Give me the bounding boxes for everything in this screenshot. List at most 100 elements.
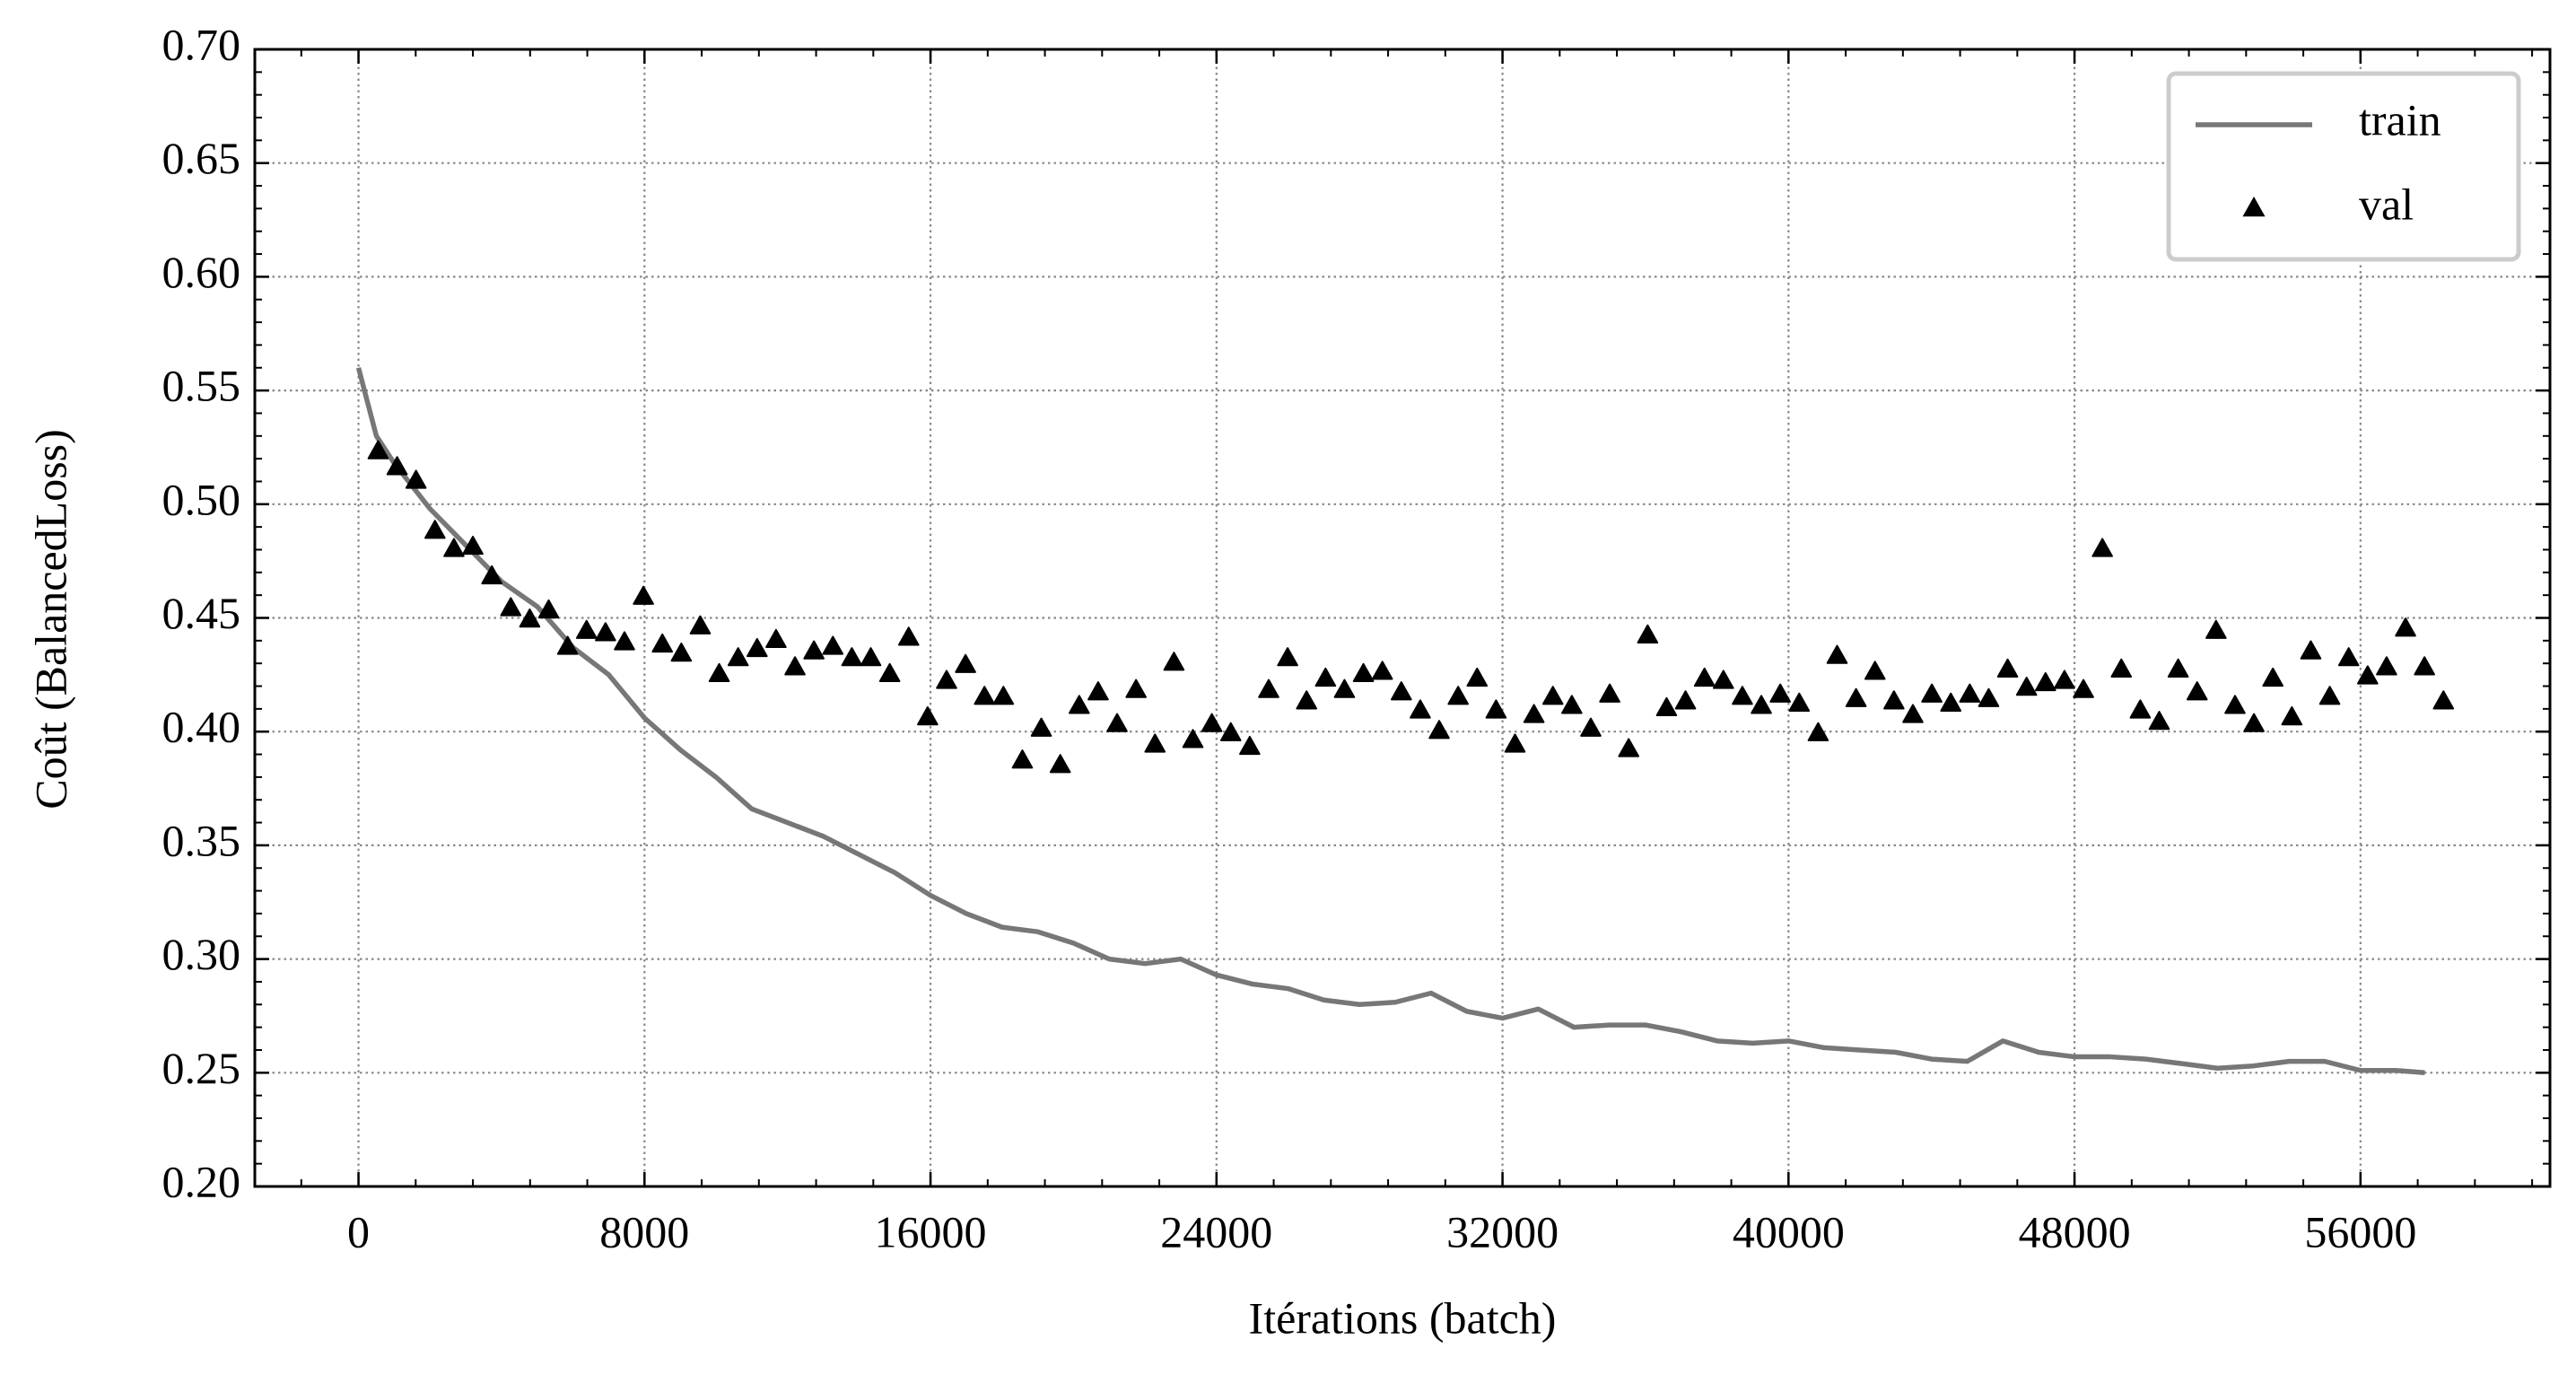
- val-point: [1883, 690, 1905, 710]
- val-point: [481, 565, 502, 585]
- val-point: [1674, 690, 1697, 710]
- val-point: [2224, 695, 2246, 714]
- y-tick-label: 0.55: [162, 361, 241, 411]
- val-point: [955, 653, 976, 673]
- legend-box: [2166, 71, 2521, 262]
- val-point: [519, 608, 541, 628]
- val-point: [1921, 683, 1943, 703]
- val-point: [1144, 733, 1166, 753]
- val-point: [917, 705, 939, 726]
- val-point: [1504, 733, 1526, 753]
- val-point: [936, 670, 957, 689]
- val-point: [2148, 711, 2170, 731]
- val-point: [1826, 644, 1848, 664]
- y-tick-label: 0.60: [162, 247, 241, 297]
- val-point: [1447, 686, 1469, 705]
- val-point: [897, 626, 920, 646]
- val-point: [2186, 681, 2208, 701]
- val-point: [1239, 735, 1261, 756]
- val-point: [595, 622, 616, 642]
- val-point: [537, 599, 560, 619]
- val-point: [2243, 713, 2265, 732]
- val-point: [2205, 619, 2227, 639]
- val-point: [2337, 647, 2360, 667]
- val-point: [1087, 681, 1109, 701]
- x-axis-label: Itérations (batch): [1249, 1292, 1557, 1343]
- y-tick-label: 0.40: [162, 702, 241, 752]
- val-point: [500, 597, 522, 617]
- val-point: [2376, 656, 2397, 676]
- val-point: [1693, 667, 1716, 687]
- x-tick-label: 48000: [2019, 1206, 2131, 1256]
- val-point: [2432, 690, 2455, 710]
- val-point: [1732, 686, 1753, 705]
- val-point: [1580, 717, 1602, 737]
- val-point: [1391, 681, 1412, 701]
- val-point: [1864, 661, 1886, 680]
- val-point: [670, 643, 693, 662]
- val-point: [1030, 717, 1052, 737]
- val-point: [2414, 656, 2435, 676]
- val-point: [689, 615, 712, 635]
- val-point: [2035, 671, 2056, 692]
- legend-label: train: [2359, 94, 2441, 144]
- plot-frame: [253, 48, 2552, 1188]
- val-point: [1371, 661, 1393, 680]
- val-point: [1125, 678, 1147, 698]
- legend-label: val: [2359, 179, 2414, 229]
- val-point: [2167, 658, 2189, 678]
- val-point: [1618, 738, 1640, 757]
- val-point: [1163, 652, 1185, 671]
- val-point: [1959, 683, 1981, 703]
- val-point: [992, 686, 1015, 705]
- x-tick-label: 56000: [2304, 1206, 2416, 1256]
- val-point: [1845, 687, 1867, 707]
- val-point: [1599, 683, 1620, 703]
- x-tick-label: 24000: [1160, 1206, 1272, 1256]
- val-point: [1182, 729, 1204, 748]
- x-tick-label: 40000: [1733, 1206, 1845, 1256]
- val-point: [860, 647, 882, 667]
- train-line: [355, 367, 2425, 1076]
- val-point: [1541, 686, 1564, 705]
- val-point: [575, 619, 598, 639]
- y-axis-label: Coût (BalancedLoss): [25, 429, 75, 810]
- val-point: [1996, 658, 2019, 678]
- x-tick-label: 8000: [599, 1206, 689, 1256]
- val-point: [1296, 690, 1318, 710]
- val-point: [1637, 624, 1659, 643]
- val-point: [633, 585, 654, 605]
- y-tick-label: 0.35: [162, 815, 241, 865]
- val-point: [747, 637, 768, 658]
- val-point: [462, 535, 484, 556]
- val-point: [1258, 678, 1279, 698]
- x-tick-label: 32000: [1446, 1206, 1559, 1256]
- y-tick-label: 0.65: [162, 133, 241, 183]
- val-point: [1428, 720, 1450, 740]
- val-point: [1978, 687, 2000, 707]
- val-point: [1561, 695, 1583, 714]
- val-point: [424, 520, 446, 539]
- val-point: [2262, 667, 2284, 687]
- val-point: [2318, 686, 2341, 705]
- val-point: [1655, 696, 1678, 717]
- val-point: [1011, 749, 1034, 769]
- val-point: [1713, 670, 1734, 689]
- val-point: [1769, 683, 1791, 703]
- val-point: [2110, 658, 2133, 678]
- val-point: [2091, 538, 2113, 557]
- val-point: [1485, 699, 1507, 719]
- val-point: [1106, 713, 1128, 732]
- legend-swatch: [2242, 196, 2266, 217]
- val-point: [1277, 647, 1298, 667]
- val-point: [1523, 704, 1545, 723]
- val-point: [2395, 617, 2416, 637]
- x-tick-label: 16000: [875, 1206, 987, 1256]
- y-tick-label: 0.25: [162, 1043, 241, 1093]
- val-point: [765, 628, 787, 649]
- val-point: [1333, 678, 1356, 698]
- val-point: [1314, 667, 1337, 687]
- val-point: [1902, 704, 1924, 723]
